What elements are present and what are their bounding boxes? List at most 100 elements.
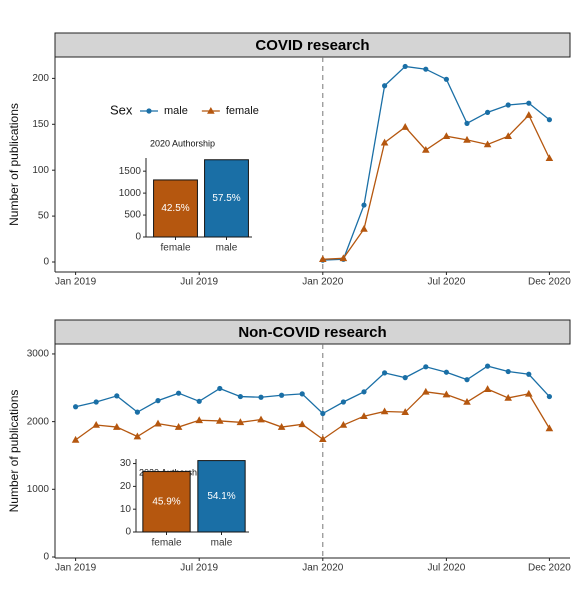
inset-x-tick-label: male <box>211 538 233 549</box>
point <box>485 363 491 369</box>
inset-y-tick-label: 1000 <box>119 188 142 199</box>
legend-marker <box>207 107 215 114</box>
inset-x-tick-label: female <box>160 243 190 254</box>
point <box>92 421 100 428</box>
point <box>505 102 511 108</box>
inset-title: 2020 Authorship <box>150 138 215 148</box>
point <box>464 120 470 126</box>
point <box>504 393 512 401</box>
point <box>114 393 120 399</box>
x-tick-label: Jul 2020 <box>427 277 465 288</box>
point <box>340 399 346 405</box>
point <box>319 435 327 443</box>
inset-y-tick-label: 10 <box>120 504 132 515</box>
inset-bar <box>204 159 249 238</box>
series-line <box>75 388 550 441</box>
inset-x-tick-label: male <box>216 243 238 254</box>
point <box>504 132 512 140</box>
inset-bar-label: 42.5% <box>161 203 189 214</box>
point <box>423 364 429 370</box>
x-tick-label: Dec 2020 <box>528 277 571 288</box>
point <box>71 435 80 443</box>
strip-title: COVID research <box>255 37 369 54</box>
series-line <box>75 365 550 415</box>
point <box>545 154 554 162</box>
legend-label: female <box>226 105 259 117</box>
x-tick-label: Jan 2019 <box>55 563 97 574</box>
point <box>258 394 264 400</box>
point <box>546 117 553 123</box>
point <box>216 416 224 424</box>
point <box>545 424 554 432</box>
point <box>217 385 223 392</box>
y-tick-label: 2000 <box>27 416 50 427</box>
series-line <box>322 113 550 260</box>
inset-y-tick-label: 0 <box>125 527 131 538</box>
x-tick-label: Jul 2019 <box>180 563 218 574</box>
point <box>236 418 245 426</box>
point <box>382 370 388 376</box>
inset-bar-label: 45.9% <box>152 496 180 507</box>
point <box>93 399 99 405</box>
inset-y-tick-label: 0 <box>135 232 141 243</box>
point <box>402 375 408 381</box>
point <box>422 387 430 395</box>
strip <box>54 32 571 58</box>
point <box>464 377 470 383</box>
point <box>483 385 492 392</box>
point <box>422 145 430 153</box>
y-axis-title: Number of publications <box>7 390 21 513</box>
legend-label: male <box>164 105 188 117</box>
inset-y-tick-label: 500 <box>124 210 141 221</box>
point <box>155 398 161 404</box>
series-line <box>322 65 550 261</box>
point <box>133 432 142 440</box>
point <box>298 420 306 428</box>
point <box>442 390 451 398</box>
point <box>361 389 367 395</box>
x-tick-label: Jan 2019 <box>55 277 97 288</box>
point <box>154 419 162 427</box>
point <box>505 368 511 375</box>
point <box>196 398 202 404</box>
point <box>423 66 429 72</box>
inset-bar <box>197 460 246 533</box>
x-tick-label: Jul 2019 <box>180 277 218 288</box>
point <box>176 390 182 396</box>
point <box>443 369 449 375</box>
point <box>237 393 243 400</box>
inset-y-tick-label: 30 <box>120 458 132 469</box>
point <box>339 254 348 262</box>
point <box>401 408 409 415</box>
point <box>277 423 286 430</box>
y-axis-title: Number of publications <box>7 103 21 226</box>
y-tick-label: 0 <box>43 552 49 563</box>
point <box>463 135 471 143</box>
point <box>320 410 326 417</box>
inset-x-tick-label: female <box>151 538 181 549</box>
strip-title: Non-COVID research <box>238 324 386 341</box>
y-tick-label: 3000 <box>27 349 50 360</box>
point <box>361 202 367 208</box>
point <box>380 138 389 146</box>
point <box>195 416 203 424</box>
point <box>360 412 368 420</box>
inset-y-tick-label: 1500 <box>119 166 142 177</box>
point <box>299 391 305 397</box>
point <box>319 255 327 263</box>
point <box>402 63 408 70</box>
y-tick-label: 50 <box>38 211 50 222</box>
point <box>174 423 183 430</box>
legend-marker <box>146 108 152 114</box>
inset-bar-label: 57.5% <box>212 193 240 204</box>
point <box>525 111 533 118</box>
point <box>382 83 388 89</box>
y-tick-label: 100 <box>32 165 49 176</box>
legend-title: Sex <box>110 102 133 117</box>
strip <box>54 319 571 345</box>
x-tick-label: Jan 2020 <box>302 563 344 574</box>
point <box>463 398 471 405</box>
point <box>483 140 492 148</box>
